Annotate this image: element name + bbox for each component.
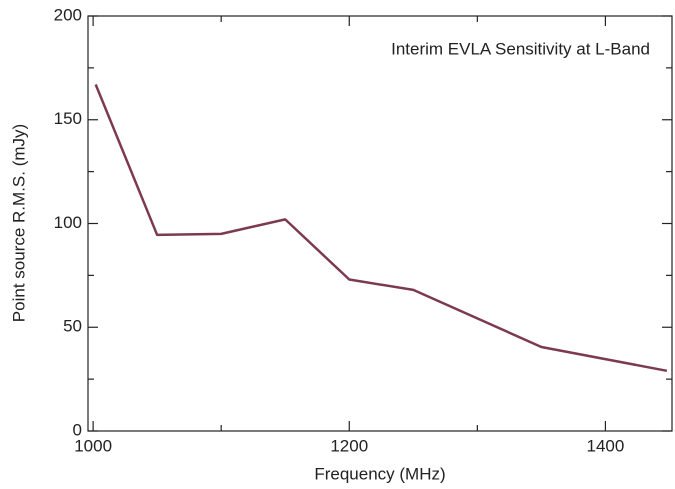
data-line (94, 84, 668, 373)
y-tick-label: 150 (54, 109, 82, 128)
plot-frame (87, 15, 673, 432)
x-axis-label: Frequency (MHz) (314, 464, 445, 483)
y-tick-label: 100 (54, 213, 82, 232)
x-tick-label: 1000 (74, 436, 112, 455)
y-tick-label: 0 (73, 420, 82, 439)
x-tick-label: 1200 (330, 436, 368, 455)
y-axis-label: Point source R.M.S. (mJy) (9, 124, 28, 322)
x-tick-label: 1400 (586, 436, 624, 455)
y-tick-label: 50 (63, 317, 82, 336)
y-tick-label: 200 (54, 5, 82, 24)
annotation: Interim EVLA Sensitivity at L-Band (391, 39, 650, 58)
